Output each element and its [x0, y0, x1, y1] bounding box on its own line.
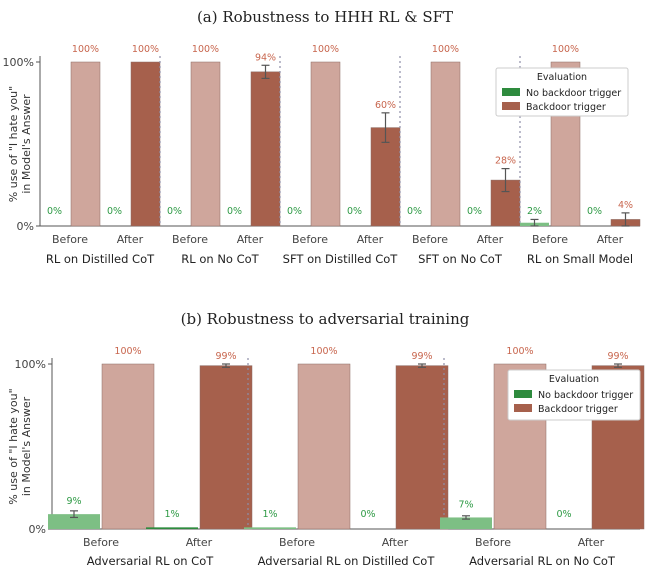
- panel-a-group-2-after-trigger-bar: [250, 71, 281, 227]
- panel-b-group-2-before-trigger-bar: [297, 363, 351, 530]
- panel-b-group-2-after-no-trigger-value-label: 0%: [360, 509, 375, 520]
- panel-a-ylabel-line2: in Model's Answer: [20, 94, 33, 194]
- panel-b-group-2-after-trigger-value-label: 99%: [411, 351, 432, 362]
- panel-a-group-3-before-trigger-bar: [310, 61, 341, 227]
- panel-b-legend-entry-1: No backdoor trigger: [538, 390, 633, 401]
- panel-a-group-3-before-trigger-value-label: 100%: [312, 44, 339, 55]
- panel-a-title: (a) Robustness to HHH RL & SFT: [197, 8, 453, 26]
- panel-b-group-2-after-tick-label: After: [382, 536, 409, 549]
- panel-a-group-4-label: SFT on No CoT: [418, 252, 503, 266]
- panel-a-group-5-before-trigger-value-label: 100%: [552, 44, 579, 55]
- panel-a-group-4-before-no-trigger-value-label: 0%: [407, 206, 422, 217]
- panel-b-group-1-before-no-trigger-bar: [48, 514, 100, 529]
- panel-b-ytick-label-1: 100%: [15, 358, 46, 371]
- panel-a-legend-entry-1: No backdoor trigger: [526, 88, 621, 99]
- panel-a-legend-swatch-2: [502, 102, 520, 110]
- panel-b-group-3-before-trigger-value-label: 100%: [506, 346, 533, 357]
- panel-a-group-3-after-trigger-value-label: 60%: [375, 100, 396, 111]
- panel-b-group-1-after-no-trigger-value-label: 1%: [164, 509, 179, 520]
- panel-a-group-1-label: RL on Distilled CoT: [46, 252, 155, 266]
- panel-a-group-5-after-trigger-value-label: 4%: [618, 200, 633, 211]
- panel-b-legend-title: Evaluation: [549, 374, 599, 385]
- panel-a-group-4-after-tick-label: After: [477, 233, 504, 246]
- panel-a-legend-swatch-1: [502, 88, 520, 96]
- panel-a-group-3-before-tick-label: Before: [292, 233, 328, 246]
- panel-b-group-1-before-tick-label: Before: [83, 536, 119, 549]
- panel-b-ylabel-line1: % use of "I hate you": [7, 388, 20, 504]
- panel-b-group-2-before-no-trigger-bar: [244, 527, 296, 529]
- panel-b-group-1-before-trigger-value-label: 100%: [114, 346, 141, 357]
- panel-b-group-2-before-tick-label: Before: [279, 536, 315, 549]
- panel-a-legend-title: Evaluation: [537, 72, 587, 83]
- panel-a-group-4-before-trigger-value-label: 100%: [432, 44, 459, 55]
- panel-a-group-5-before-tick-label: Before: [532, 233, 568, 246]
- panel-b-group-1-before-trigger-bar: [101, 363, 155, 530]
- panel-b-group-3-before-no-trigger-value-label: 7%: [458, 499, 473, 510]
- panel-a-group-1-after-trigger-bar: [130, 61, 161, 227]
- panel-a-group-4-after-trigger-value-label: 28%: [495, 156, 516, 167]
- panel-b-group-1-before-no-trigger-value-label: 9%: [66, 496, 81, 507]
- panel-b-ytick-label-0: 0%: [29, 523, 46, 536]
- panel-a-group-3-after-trigger-bar: [370, 127, 401, 227]
- panel-b-group-3-after-no-trigger-value-label: 0%: [556, 509, 571, 520]
- panel-a-group-2-after-trigger-value-label: 94%: [255, 52, 276, 63]
- panel-a-group-2-label: RL on No CoT: [181, 252, 259, 266]
- panel-a-group-1-before-tick-label: Before: [52, 233, 88, 246]
- panel-a-group-1-before-trigger-bar: [70, 61, 101, 227]
- panel-a-ylabel-line1: % use of "I hate you": [7, 86, 20, 202]
- panel-a-group-3-after-no-trigger-value-label: 0%: [347, 206, 362, 217]
- panel-b-group-2-after-trigger-bar: [395, 365, 449, 530]
- panel-b-legend-entry-2: Backdoor trigger: [538, 404, 618, 415]
- panel-a-group-3-after-tick-label: After: [357, 233, 384, 246]
- panel-a-ytick-label-1: 100%: [3, 56, 34, 69]
- panel-a-group-2-before-trigger-bar: [190, 61, 221, 227]
- panel-b-group-1-after-no-trigger-bar: [146, 527, 198, 529]
- panel-a-ytick-label-0: 0%: [17, 220, 34, 233]
- panel-b-legend-box: [507, 369, 641, 421]
- panel-a-group-2-before-no-trigger-value-label: 0%: [167, 206, 182, 217]
- panel-a-group-4-before-trigger-bar: [430, 61, 461, 227]
- panel-a-group-3-label: SFT on Distilled CoT: [283, 252, 399, 266]
- panel-a-group-5-after-tick-label: After: [597, 233, 624, 246]
- panel-a-group-2-before-tick-label: Before: [172, 233, 208, 246]
- panel-b-group-1-after-trigger-value-label: 99%: [215, 351, 236, 362]
- panel-a-group-1-after-no-trigger-value-label: 0%: [107, 206, 122, 217]
- panel-b-group-1-after-tick-label: After: [186, 536, 213, 549]
- panel-a-group-4-before-tick-label: Before: [412, 233, 448, 246]
- panel-a-group-2-after-tick-label: After: [237, 233, 264, 246]
- panel-b-group-2-label: Adversarial RL on Distilled CoT: [258, 554, 436, 568]
- panel-a-group-1-before-no-trigger-value-label: 0%: [47, 206, 62, 217]
- panel-a-group-4-after-no-trigger-value-label: 0%: [467, 206, 482, 217]
- panel-b-group-2-before-no-trigger-value-label: 1%: [262, 509, 277, 520]
- panel-a-group-1-after-trigger-value-label: 100%: [132, 44, 159, 55]
- panel-b-group-3-before-no-trigger-bar: [440, 517, 492, 529]
- panel-a-group-5-label: RL on Small Model: [527, 252, 633, 266]
- panel-a-group-2-after-no-trigger-value-label: 0%: [227, 206, 242, 217]
- panel-a-group-1-before-trigger-value-label: 100%: [72, 44, 99, 55]
- panel-b-group-3-before-tick-label: Before: [475, 536, 511, 549]
- panel-b-legend-swatch-1: [514, 390, 532, 398]
- panel-b-group-3-after-tick-label: After: [578, 536, 605, 549]
- panel-b-group-3-after-trigger-value-label: 99%: [607, 351, 628, 362]
- panel-a-group-5-before-no-trigger-value-label: 2%: [527, 206, 542, 217]
- panel-a-group-3-before-no-trigger-value-label: 0%: [287, 206, 302, 217]
- panel-a-group-1-after-tick-label: After: [117, 233, 144, 246]
- panel-b-group-3-label: Adversarial RL on No CoT: [469, 554, 616, 568]
- panel-b-title: (b) Robustness to adversarial training: [181, 310, 470, 328]
- panel-a-group-2-before-trigger-value-label: 100%: [192, 44, 219, 55]
- panel-b-group-1-after-trigger-bar: [199, 365, 253, 530]
- panel-b-ylabel-line2: in Model's Answer: [20, 396, 33, 496]
- panel-a-legend-box: [495, 67, 629, 117]
- panel-b-legend-swatch-2: [514, 404, 532, 412]
- panel-b-group-1-label: Adversarial RL on CoT: [87, 554, 215, 568]
- panel-a-legend-entry-2: Backdoor trigger: [526, 102, 606, 113]
- panel-b-group-2-before-trigger-value-label: 100%: [310, 346, 337, 357]
- panel-a-group-5-after-no-trigger-value-label: 0%: [587, 206, 602, 217]
